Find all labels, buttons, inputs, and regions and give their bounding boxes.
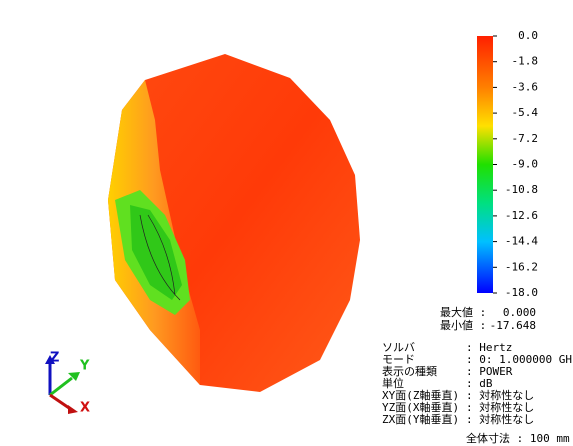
tick-label: -5.4 — [512, 106, 539, 119]
summary-value: -17.648 — [490, 319, 536, 332]
info-key: ZX面(Y軸垂直) — [382, 412, 459, 426]
info-key: 単位 — [382, 376, 404, 390]
info-key: ソルバ — [382, 341, 415, 354]
tick-label: -9.0 — [512, 158, 539, 171]
info-value: : 対称性なし — [466, 388, 534, 402]
axis-label-z: Z — [50, 351, 59, 366]
summary-label: 最小値 : — [440, 319, 486, 332]
info-value: : 対称性なし — [466, 400, 534, 414]
info-value: : dB — [466, 377, 493, 390]
tick-label: -14.4 — [505, 235, 538, 248]
info-value: : Hertz — [466, 341, 512, 354]
tick-label: 0.0 — [518, 29, 538, 42]
info-value: : 0: 1.000000 GHz — [466, 353, 573, 366]
info-key: YZ面(X軸垂直) — [382, 400, 459, 414]
info-key: XY面(Z軸垂直) — [382, 388, 459, 402]
axis-label-x: X — [80, 401, 90, 416]
info-value: : 対称性なし — [466, 412, 534, 426]
info-key: 表示の種類 — [382, 364, 437, 378]
tick-label: -10.8 — [505, 183, 538, 196]
summary-value: 0.000 — [503, 306, 536, 319]
axis-label-y: Y — [79, 359, 90, 374]
tick-label: -18.0 — [505, 286, 538, 299]
summary-label: 最大値 : — [440, 305, 486, 319]
tick-label: -12.6 — [505, 209, 538, 222]
dimension: 全体寸法 : 100 mm — [466, 431, 570, 445]
info-value: : POWER — [466, 365, 513, 378]
pattern-3d — [108, 54, 360, 392]
tick-label: -3.6 — [512, 80, 539, 93]
tick-label: -1.8 — [512, 55, 539, 68]
tick-label: -16.2 — [505, 260, 538, 273]
axis-triad: Z Y X — [45, 351, 90, 416]
tick-label: -7.2 — [512, 132, 539, 145]
info-key: モード — [382, 353, 415, 366]
colorbar — [477, 36, 493, 293]
